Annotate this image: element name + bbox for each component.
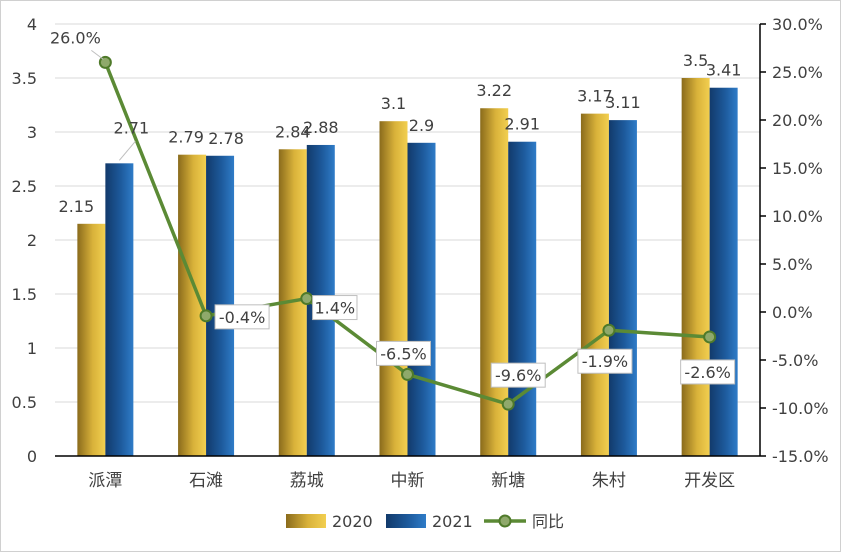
yoy-value-label: -6.5%: [380, 344, 426, 363]
bar-2020-value-label: 2.15: [59, 197, 95, 216]
bar-2021-value-label: 2.91: [504, 115, 540, 134]
y-right-tick-label: 15.0%: [772, 159, 823, 178]
bar-2021: [608, 120, 637, 457]
y-right-tick-label: 5.0%: [772, 255, 813, 274]
x-tick-label: 新塘: [491, 471, 525, 491]
legend-marker-yoy: [498, 514, 512, 528]
bar-2021-value-label: 2.88: [303, 118, 339, 137]
yoy-point: [300, 292, 314, 306]
yoy-value-label: -9.6%: [495, 366, 541, 385]
bar-2020-value-label: 3.22: [476, 81, 512, 100]
leader-line: [118, 140, 136, 161]
bar-2020-value-label: 2.79: [168, 128, 204, 147]
bar-2021: [709, 87, 738, 456]
y-right-tick-label: 0.0%: [772, 303, 813, 322]
legend-label-yoy: 同比: [532, 512, 564, 531]
bar-2020-value-label: 3.17: [577, 87, 613, 106]
bar-2021: [105, 163, 134, 456]
x-tick-label: 中新: [391, 471, 425, 491]
yoy-line: [98, 55, 717, 411]
y-right-tick-label: 25.0%: [772, 63, 823, 82]
x-tick-label: 开发区: [684, 471, 735, 491]
yoy-point: [501, 397, 515, 411]
yoy-value-label: -0.4%: [219, 308, 265, 327]
legend-label-2021: 2021: [432, 512, 473, 531]
x-tick-label: 荔城: [290, 471, 324, 491]
bar-2020-value-label: 2.84: [275, 122, 311, 141]
bar-2021: [407, 142, 436, 457]
yoy-label-box: [680, 359, 736, 385]
bar-2020: [580, 113, 609, 456]
y-right-tick-label: 10.0%: [772, 207, 823, 226]
yoy-point: [602, 323, 616, 337]
bar-2020-value-label: 3.5: [683, 51, 708, 70]
y-right-tick-label: -5.0%: [772, 351, 818, 370]
legend-swatch-2021: [386, 514, 426, 528]
yoy-label-box: [376, 340, 431, 366]
bar-2021-value-label: 3.41: [706, 61, 742, 80]
bar-2021-value-label: 2.71: [114, 118, 150, 137]
bar-2020-value-label: 3.1: [381, 94, 406, 113]
bar-2021-value-label: 3.11: [605, 93, 641, 112]
y-left-tick-label: 2: [27, 231, 37, 250]
y-right-tick-label: 20.0%: [772, 111, 823, 130]
y-right-tick-label: -15.0%: [772, 447, 829, 466]
yoy-value-label: -1.9%: [582, 352, 628, 371]
yoy-label-box: [577, 348, 633, 374]
bar-2020: [77, 223, 106, 456]
y-left-tick-label: 1: [27, 339, 37, 358]
y-left-tick-label: 3: [27, 123, 37, 142]
y-left-tick-label: 0.5: [12, 393, 37, 412]
y-right-tick-label: 30.0%: [772, 15, 823, 34]
yoy-value-label: 26.0%: [50, 28, 101, 47]
bar-2021-value-label: 2.9: [409, 116, 434, 135]
x-tick-label: 石滩: [189, 471, 223, 491]
y-left-tick-label: 0: [27, 447, 37, 466]
data-labels: 2.15 2.71 2.79 2.78 2.842.88 3.12.9 3.22 2.91 3.…: [50, 28, 742, 388]
y-left-tick-label: 1.5: [12, 285, 37, 304]
bar-2020: [681, 78, 710, 456]
y-left-tick-label: 2.5: [12, 177, 37, 196]
yoy-point: [401, 367, 414, 381]
x-tick-label: 派潭: [88, 471, 122, 491]
y-left-tick-label: 3.5: [12, 69, 37, 88]
leader-line: [91, 50, 104, 60]
yoy-point: [199, 309, 213, 323]
y-right-tick-label: -10.0%: [772, 399, 829, 418]
legend-label-2020: 2020: [332, 512, 373, 531]
yoy-label-box: [490, 362, 546, 388]
yoy-point: [98, 55, 112, 69]
axes: 0 0.5 1 1.5 2 2.5 3 3.5 4 -15.0% -10.0% -5.0% 0.0% 5.…: [12, 15, 829, 491]
yoy-label-box: [312, 295, 358, 321]
y-left-tick-label: 4: [27, 15, 37, 34]
legend: 2020 2021 同比: [286, 512, 564, 531]
bar-2021-value-label: 2.78: [208, 129, 244, 148]
x-tick-label: 朱村: [592, 471, 626, 491]
yoy-point: [703, 330, 717, 344]
yoy-value-label: 1.4%: [314, 299, 355, 318]
legend-swatch-2020: [286, 514, 326, 528]
yoy-value-label: -2.6%: [684, 363, 730, 382]
bar-2020: [379, 121, 408, 456]
yoy-label-box: [214, 304, 270, 330]
